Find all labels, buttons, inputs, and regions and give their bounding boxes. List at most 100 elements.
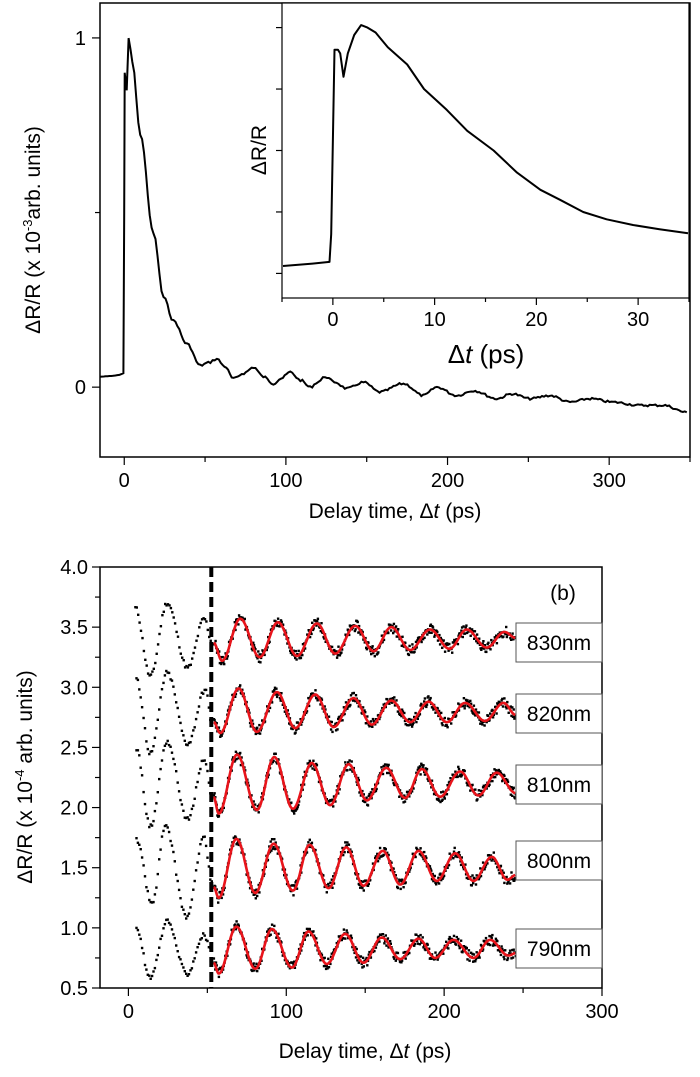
y-tick-label: 2.5 <box>60 737 88 759</box>
data-point <box>257 660 261 663</box>
data-point <box>386 937 390 940</box>
data-point <box>494 769 498 772</box>
data-point <box>499 864 503 868</box>
data-point <box>413 650 416 654</box>
data-point <box>489 774 493 777</box>
data-point <box>256 657 259 660</box>
data-point <box>297 727 300 730</box>
data-point <box>511 794 514 797</box>
data-point <box>335 941 338 945</box>
data-point <box>437 797 440 801</box>
y-tick-label: 1.5 <box>60 858 88 880</box>
data-point <box>214 961 218 964</box>
data-point <box>342 928 346 931</box>
data-point <box>193 646 197 649</box>
data-point <box>399 887 402 891</box>
data-point <box>311 628 315 632</box>
data-point <box>511 948 514 952</box>
data-point <box>418 713 422 716</box>
data-point <box>494 943 497 947</box>
data-point <box>292 963 295 966</box>
data-point <box>275 762 279 765</box>
series-label-text: 820nm <box>527 703 591 726</box>
data-point <box>146 973 149 976</box>
panel-b-chart: 0 100 200 300 0.5 1.0 1.5 2.0 2.5 3.0 3.5 4.0 830nm… <box>12 557 619 1063</box>
data-point <box>175 630 178 634</box>
data-point <box>510 638 513 641</box>
data-point <box>457 937 460 941</box>
data-point <box>325 964 328 968</box>
data-point <box>286 709 289 712</box>
data-point <box>413 944 416 947</box>
series-label-box <box>515 928 603 969</box>
data-point <box>215 722 218 725</box>
data-point <box>469 951 473 954</box>
data-point <box>165 918 168 922</box>
data-point <box>314 944 317 947</box>
data-point <box>333 648 336 652</box>
data-point <box>364 800 367 804</box>
data-point <box>486 714 490 717</box>
data-point <box>202 617 205 620</box>
data-point <box>447 717 450 720</box>
data-point <box>447 947 450 950</box>
data-point <box>457 709 461 712</box>
data-point <box>457 767 461 771</box>
data-point <box>237 614 241 617</box>
data-point <box>354 699 357 703</box>
data-point <box>404 723 407 726</box>
data-point <box>365 956 368 960</box>
data-point <box>241 688 244 691</box>
data-point <box>144 658 147 661</box>
data-point <box>479 647 482 650</box>
data-point <box>448 642 451 646</box>
data-point <box>505 875 508 879</box>
data-point <box>165 824 168 827</box>
data-point <box>292 810 295 813</box>
data-point <box>344 937 347 940</box>
data-point <box>405 723 409 727</box>
data-point <box>149 823 152 826</box>
data-point <box>222 806 225 810</box>
data-point <box>187 818 191 821</box>
data-point <box>182 966 185 969</box>
data-point <box>234 928 238 931</box>
series-label-790nm: 790nm <box>515 928 603 969</box>
data-point <box>322 874 325 877</box>
data-point <box>360 962 363 966</box>
data-point <box>185 816 188 820</box>
data-point <box>173 763 176 766</box>
data-point <box>469 702 473 705</box>
data-point <box>459 939 463 942</box>
data-point <box>140 774 144 777</box>
data-point <box>408 951 411 955</box>
data-point <box>367 882 370 886</box>
data-point <box>504 632 507 636</box>
data-point <box>234 628 237 632</box>
data-point <box>466 958 469 961</box>
data-point <box>387 853 390 857</box>
y-tick-label: 4.0 <box>60 557 88 579</box>
data-point <box>225 657 229 660</box>
data-point <box>331 798 334 801</box>
data-point <box>354 956 358 959</box>
data-point <box>317 698 320 701</box>
data-point <box>267 635 270 639</box>
data-point <box>150 974 154 978</box>
data-point <box>276 852 279 855</box>
data-point <box>398 795 401 798</box>
data-point <box>379 933 382 936</box>
data-point <box>400 708 404 711</box>
data-point <box>172 850 175 854</box>
data-point <box>362 965 365 968</box>
data-point <box>266 858 270 862</box>
data-point <box>166 918 169 921</box>
data-point <box>163 674 167 677</box>
data-point <box>396 886 400 890</box>
data-point <box>460 626 464 629</box>
data-point <box>155 958 158 962</box>
data-point <box>291 727 294 731</box>
data-point <box>419 847 422 850</box>
data-point <box>240 756 243 759</box>
data-point <box>346 768 349 772</box>
